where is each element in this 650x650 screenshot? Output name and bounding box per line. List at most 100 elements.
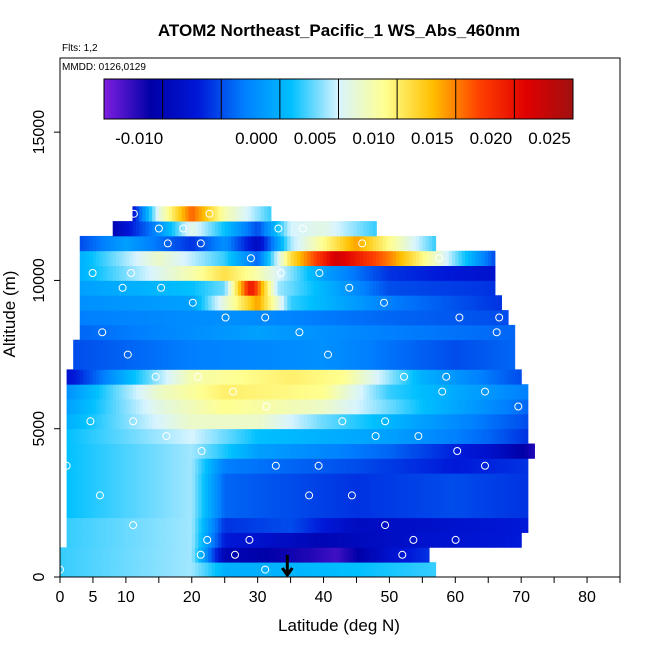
heatmap-cell	[323, 428, 328, 444]
heatmap-cell	[504, 473, 509, 519]
heatmap-cell	[112, 295, 117, 311]
heatmap-cell	[142, 547, 147, 563]
heatmap-cell	[204, 221, 209, 237]
heatmap-cell	[471, 324, 476, 341]
heatmap-cell	[178, 473, 183, 519]
heatmap-cell	[372, 532, 377, 548]
heatmap-cell	[310, 399, 315, 415]
heatmap-cell	[290, 547, 295, 563]
heatmap-cell	[96, 547, 101, 563]
heatmap-cell	[92, 517, 97, 533]
heatmap-cell	[379, 547, 384, 563]
heatmap-cell	[99, 458, 104, 474]
heatmap-cell	[455, 369, 460, 385]
heatmap-cell	[323, 443, 328, 459]
heatmap-cell	[228, 339, 232, 370]
heatmap-cell	[475, 384, 479, 400]
heatmap-cell	[251, 265, 255, 281]
heatmap-cell	[83, 324, 87, 341]
heatmap-cell	[185, 399, 190, 415]
heatmap-cell	[445, 369, 450, 385]
heatmap-cell	[89, 250, 94, 266]
heatmap-cell	[231, 310, 236, 326]
heatmap-cell	[382, 458, 387, 474]
heatmap-cell	[461, 265, 466, 281]
heatmap-cell	[382, 369, 387, 385]
heatmap-cell	[498, 428, 503, 444]
heatmap-cell	[369, 547, 374, 563]
heatmap-cell	[119, 310, 124, 326]
heatmap-cell	[330, 458, 335, 474]
heatmap-cell	[326, 295, 331, 311]
heatmap-cell	[158, 428, 163, 444]
heatmap-cell	[129, 428, 134, 444]
heatmap-cell	[66, 384, 71, 400]
heatmap-cell	[435, 324, 440, 341]
heatmap-cell	[254, 295, 259, 311]
heatmap-cell	[284, 547, 288, 563]
heatmap-cell	[428, 324, 433, 341]
heatmap-cell	[125, 295, 130, 311]
heatmap-cell	[76, 458, 81, 474]
heatmap-cell	[504, 458, 509, 474]
heatmap-cell	[419, 532, 423, 548]
heatmap-cell	[491, 517, 496, 533]
heatmap-cell	[201, 517, 206, 533]
heatmap-cell	[340, 562, 344, 577]
heatmap-cell	[359, 517, 364, 533]
heatmap-cell	[277, 235, 282, 252]
heatmap-cell	[419, 384, 423, 400]
heatmap-cell	[287, 310, 292, 326]
heatmap-cell	[290, 517, 295, 533]
sample-point	[338, 417, 347, 426]
heatmap-cell	[66, 413, 71, 430]
heatmap-cell	[142, 413, 147, 430]
heatmap-cell	[148, 280, 153, 296]
heatmap-cell	[247, 280, 252, 296]
heatmap-cell	[241, 369, 246, 385]
sample-point	[229, 387, 237, 396]
heatmap-cell	[175, 280, 180, 296]
heatmap-cell	[293, 458, 298, 474]
heatmap-cell	[284, 324, 288, 341]
heatmap-cell	[336, 324, 341, 341]
heatmap-cell	[139, 235, 143, 252]
heatmap-cell	[204, 369, 209, 385]
heatmap-cell	[96, 443, 101, 459]
heatmap-cell	[69, 517, 74, 533]
heatmap-cell	[211, 413, 216, 430]
heatmap-cell	[452, 265, 456, 281]
heatmap-cell	[514, 384, 519, 400]
heatmap-cell	[244, 369, 249, 385]
heatmap-cell	[471, 443, 476, 459]
heatmap-cell	[102, 443, 107, 459]
heatmap-cell	[422, 384, 427, 400]
heatmap-cell	[478, 295, 483, 311]
heatmap-cell	[307, 369, 311, 385]
heatmap-cell	[181, 428, 186, 444]
heatmap-cell	[162, 324, 167, 341]
heatmap-cell	[270, 310, 275, 326]
heatmap-cell	[257, 206, 262, 222]
heatmap-cell	[455, 443, 460, 459]
heatmap-cell	[204, 399, 209, 415]
heatmap-cell	[185, 562, 190, 577]
heatmap-cell	[402, 235, 407, 252]
heatmap-cell	[185, 547, 190, 563]
heatmap-cell	[336, 235, 341, 252]
heatmap-cell	[504, 428, 509, 444]
heatmap-cell	[310, 250, 315, 266]
heatmap-cell	[254, 206, 259, 222]
heatmap-cell	[181, 547, 186, 563]
heatmap-cell	[96, 532, 101, 548]
heatmap-cell	[247, 250, 252, 266]
heatmap-cell	[204, 235, 209, 252]
colorbar-tick-label: -0.010	[115, 129, 163, 148]
heatmap-cell	[316, 295, 321, 311]
heatmap-cell	[168, 399, 173, 415]
heatmap-cell	[76, 532, 81, 548]
heatmap-cell	[320, 547, 325, 563]
heatmap-cell	[511, 369, 516, 385]
heatmap-cell	[326, 413, 331, 430]
heatmap-cell	[293, 221, 298, 237]
